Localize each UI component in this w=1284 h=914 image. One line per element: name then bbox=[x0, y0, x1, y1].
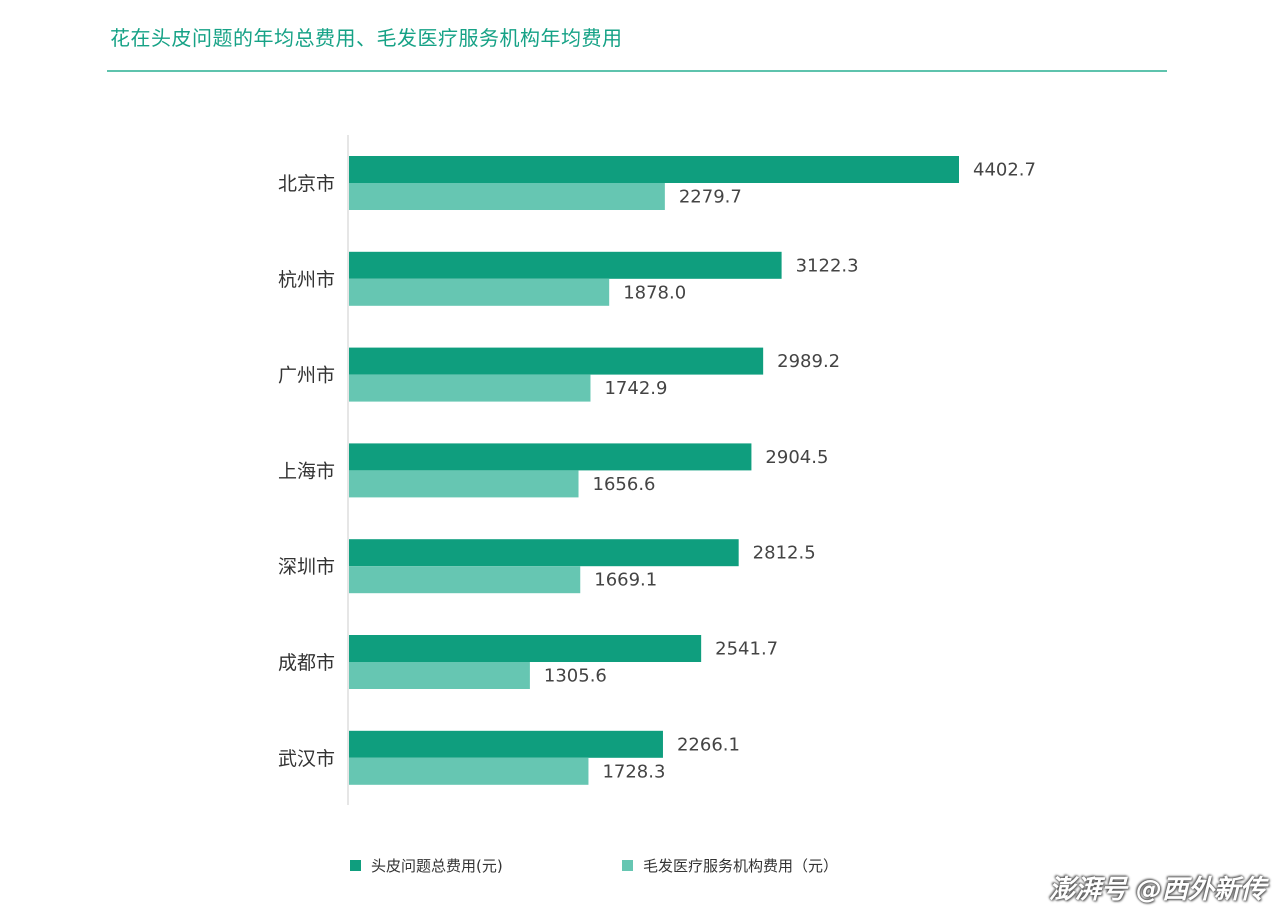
category-label: 武汉市 bbox=[278, 748, 335, 770]
data-label: 4402.7 bbox=[973, 160, 1036, 181]
data-label: 2989.2 bbox=[777, 351, 840, 372]
data-label: 3122.3 bbox=[796, 255, 859, 276]
legend-swatch-series1 bbox=[350, 860, 361, 871]
data-label: 1742.9 bbox=[604, 378, 667, 399]
category-label: 广州市 bbox=[278, 365, 335, 387]
category-label: 深圳市 bbox=[278, 556, 335, 578]
category-label: 杭州市 bbox=[278, 269, 335, 291]
bar-series2 bbox=[349, 757, 589, 785]
bar-series1 bbox=[349, 251, 782, 279]
bar-series2 bbox=[349, 566, 581, 594]
bar-series1 bbox=[349, 539, 739, 567]
data-label: 2812.5 bbox=[753, 543, 816, 564]
bar-series2 bbox=[349, 374, 591, 402]
title-divider bbox=[107, 70, 1167, 72]
watermark: 澎湃号 @西外新传 bbox=[1048, 875, 1266, 905]
bar-series2 bbox=[349, 662, 530, 689]
bar-series2 bbox=[349, 183, 665, 210]
legend-item-series1: 头皮问题总费用(元) bbox=[350, 855, 503, 876]
data-label: 2279.7 bbox=[679, 187, 742, 208]
data-label: 2541.7 bbox=[715, 639, 778, 660]
category-label: 上海市 bbox=[278, 460, 335, 482]
bar-series1 bbox=[349, 730, 663, 758]
legend-swatch-series2 bbox=[622, 860, 633, 871]
legend-label-series2: 毛发医疗服务机构费用（元） bbox=[643, 857, 839, 875]
bar-series1 bbox=[349, 347, 764, 375]
bar-series2 bbox=[349, 278, 610, 306]
bar-series1 bbox=[349, 443, 752, 471]
page-title: 花在头皮问题的年均总费用、毛发医疗服务机构年均费用 bbox=[110, 26, 623, 50]
data-label: 1669.1 bbox=[594, 570, 657, 591]
data-label: 1728.3 bbox=[602, 761, 665, 782]
bar-series1 bbox=[349, 635, 702, 662]
data-label: 2904.5 bbox=[765, 447, 828, 468]
legend-item-series2: 毛发医疗服务机构费用（元） bbox=[622, 855, 838, 876]
category-label: 成都市 bbox=[278, 652, 335, 674]
data-label: 1305.6 bbox=[544, 666, 607, 687]
data-label: 1656.6 bbox=[593, 474, 656, 495]
bar-series2 bbox=[349, 470, 579, 498]
bar-series1 bbox=[349, 156, 959, 183]
data-label: 1878.0 bbox=[623, 282, 686, 303]
category-label: 北京市 bbox=[278, 173, 335, 195]
data-label: 2266.1 bbox=[677, 734, 740, 755]
legend-label-series1: 头皮问题总费用(元) bbox=[371, 857, 503, 875]
